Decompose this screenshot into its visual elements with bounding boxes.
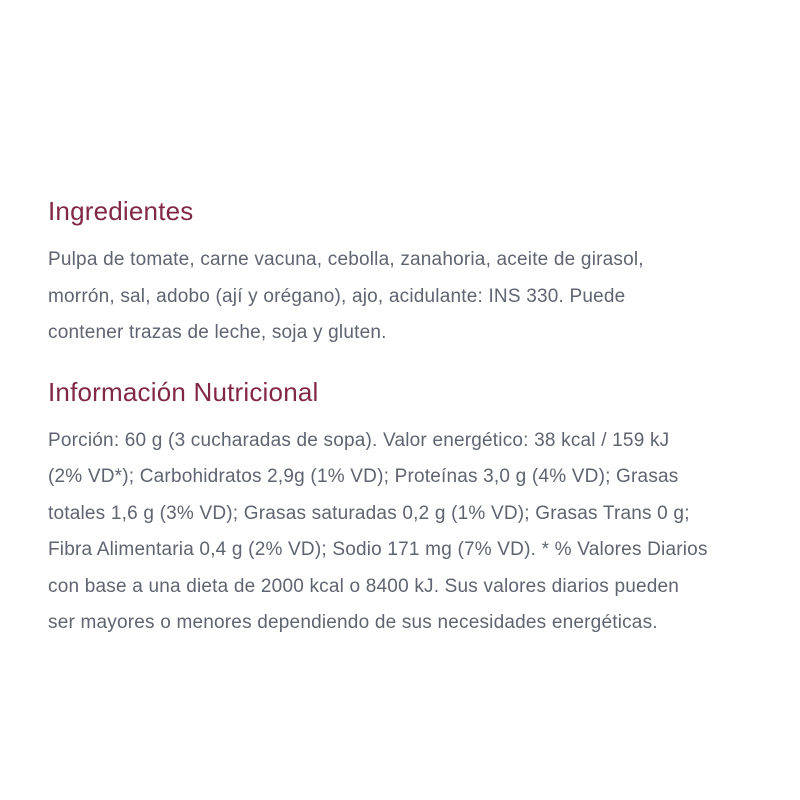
ingredients-heading: Ingredientes	[48, 196, 194, 226]
ingredients-section: Ingredientes Pulpa de tomate, carne vacu…	[48, 195, 764, 352]
nutrition-heading: Información Nutricional	[48, 376, 319, 407]
nutrition-text: Porción: 60 g (3 cucharadas de sopa). Va…	[48, 429, 708, 634]
product-info-content: Ingredientes Pulpa de tomate, carne vacu…	[48, 195, 764, 642]
ingredients-text: Pulpa de tomate, carne vacuna, cebolla, …	[48, 249, 644, 343]
nutrition-section: Información Nutricional Porción: 60 g (3…	[48, 376, 764, 642]
